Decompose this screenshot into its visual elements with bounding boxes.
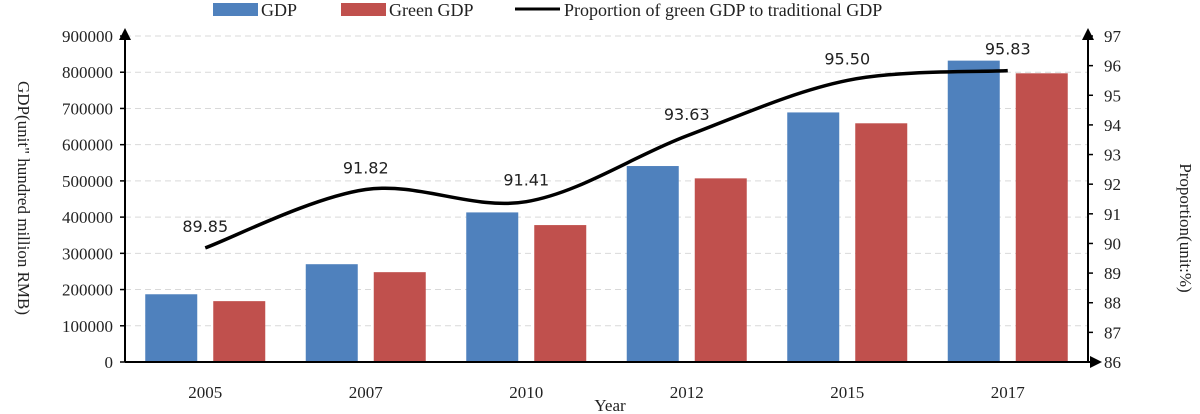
y-axis-arrow xyxy=(119,28,131,40)
y2-tick-label: 86 xyxy=(1104,353,1121,372)
y-tick-label: 300000 xyxy=(62,244,113,263)
bar-gdp xyxy=(305,264,358,362)
bar-gdp xyxy=(626,166,679,362)
y-tick-label: 100000 xyxy=(62,317,113,336)
bar-green-gdp xyxy=(534,225,587,362)
x-tick-label: 2010 xyxy=(509,383,543,402)
bar-green-gdp xyxy=(694,178,747,362)
y2-tick-label: 90 xyxy=(1104,234,1121,253)
bar-gdp xyxy=(947,60,1000,363)
proportion-line-path xyxy=(204,68,1008,250)
bar-gdp xyxy=(466,212,519,362)
y2-tick-label: 89 xyxy=(1104,264,1121,283)
bar-green-gdp xyxy=(373,272,426,362)
y2-tick-label: 95 xyxy=(1104,86,1121,105)
y-tick-label: 500000 xyxy=(62,172,113,191)
x-axis-title: Year xyxy=(594,396,626,414)
legend-label-green-gdp: Green GDP xyxy=(389,0,473,20)
legend-swatch-green-gdp xyxy=(341,3,386,16)
y2-tick-label: 93 xyxy=(1104,146,1121,165)
proportion-data-label: 93.63 xyxy=(664,105,710,124)
y-tick-label: 800000 xyxy=(62,63,113,82)
legend-label-gdp: GDP xyxy=(261,0,297,20)
y-tick-label: 600000 xyxy=(62,136,113,155)
legend: GDP Green GDP Proportion of green GDP to… xyxy=(213,0,882,20)
y2-tick-label: 88 xyxy=(1104,294,1121,313)
proportion-data-label: 91.82 xyxy=(343,159,389,178)
y-tick-label: 700000 xyxy=(62,99,113,118)
axes xyxy=(119,28,1102,368)
proportion-data-label: 95.50 xyxy=(824,49,870,68)
y-tick-label: 900000 xyxy=(62,27,113,46)
proportion-data-label: 91.41 xyxy=(503,171,549,190)
y-tick-label: 200000 xyxy=(62,281,113,300)
x-tick-label: 2005 xyxy=(188,383,222,402)
x-tick-label: 2017 xyxy=(991,383,1026,402)
y2-tick-label: 97 xyxy=(1104,27,1122,46)
x-tick-label: 2015 xyxy=(830,383,864,402)
proportion-data-label: 89.85 xyxy=(182,217,228,236)
y2-tick-label: 91 xyxy=(1104,205,1121,224)
y-axis-title: GDP(unit" hundred million RMB) xyxy=(14,81,33,315)
data-labels: 89.85 91.82 91.41 93.63 95.50 95.83 xyxy=(182,40,1030,236)
x-tick-label: 2012 xyxy=(670,383,704,402)
bar-gdp xyxy=(145,294,198,362)
legend-swatch-gdp xyxy=(213,3,258,16)
y-tick-label: 0 xyxy=(105,353,114,372)
gridlines xyxy=(125,35,1088,327)
y-tick-label: 400000 xyxy=(62,208,113,227)
y2-tick-label: 92 xyxy=(1104,175,1121,194)
proportion-line xyxy=(204,68,1008,250)
y2-tick-label: 96 xyxy=(1104,57,1121,76)
y2-tick-label: 94 xyxy=(1104,116,1122,135)
x-tick-label: 2007 xyxy=(349,383,384,402)
y2-axis-title: Proportion(unit:%) xyxy=(1176,163,1195,292)
bar-gdp xyxy=(787,112,840,362)
bars xyxy=(145,60,1068,363)
legend-label-proportion: Proportion of green GDP to traditional G… xyxy=(564,0,882,20)
bar-green-gdp xyxy=(1015,73,1068,362)
y2-axis-arrow xyxy=(1082,28,1094,40)
proportion-data-label: 95.83 xyxy=(985,40,1031,59)
tick-labels: 0 100000 200000 300000 400000 500000 600000 700… xyxy=(62,27,1122,402)
bar-green-gdp xyxy=(855,123,908,362)
x-axis-arrow xyxy=(1090,356,1102,368)
y2-tick-label: 87 xyxy=(1104,323,1122,342)
bar-green-gdp xyxy=(213,301,266,362)
